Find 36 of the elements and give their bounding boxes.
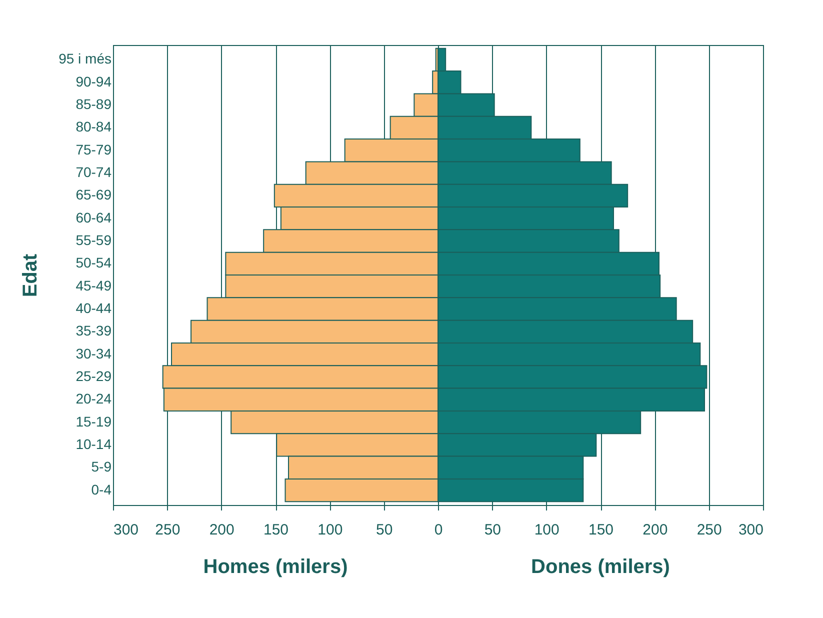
y-tick-label: 35-39 — [76, 322, 112, 339]
x-tick-label: 100 — [318, 522, 343, 538]
x-tick-label: 50 — [484, 522, 502, 538]
y-tick-label: 80-84 — [76, 118, 112, 135]
text: Dones (milers) — [531, 556, 670, 578]
x-tick-label: 200 — [642, 522, 668, 538]
y-tick-label: 90-94 — [76, 73, 112, 90]
y-tick-label: 25-29 — [76, 368, 112, 384]
y-tick-label: 15-19 — [76, 413, 112, 430]
y-tick-label: 10-14 — [76, 436, 112, 452]
y-tick-label: 20-24 — [76, 390, 112, 407]
y-tick-label: 55-59 — [76, 232, 112, 248]
x-tick-label: 0 — [434, 522, 443, 538]
x-tick-label: 100 — [534, 522, 560, 538]
y-axis-title: Edat — [20, 253, 42, 298]
y-tick-label: 75-79 — [76, 141, 112, 158]
y-tick-label: 50-54 — [76, 254, 112, 271]
y-tick-label: 30-34 — [76, 345, 112, 362]
x-tick-label: 150 — [588, 522, 614, 538]
x-tick-label: 250 — [696, 522, 722, 538]
x-tick-label: 250 — [155, 522, 180, 538]
y-tick-label: 5-9 — [91, 458, 112, 475]
y-tick-label: 65-69 — [76, 186, 112, 203]
y-tick-label: 85-89 — [76, 96, 112, 112]
y-tick-label: 95 i més — [58, 50, 112, 67]
y-tick-label: 0-4 — [91, 481, 112, 498]
y-tick-label: 40-44 — [76, 300, 112, 316]
x-tick-label: 300 — [738, 522, 764, 538]
y-tick-label: 45-49 — [76, 277, 112, 294]
x-tick-label: 200 — [209, 522, 234, 538]
y-tick-label: 70-74 — [76, 164, 112, 180]
x-tick-label: 50 — [376, 522, 393, 538]
text: Homes (milers) — [203, 556, 348, 578]
x-tick-label: 300 — [114, 522, 139, 538]
x-tick-label: 150 — [263, 522, 289, 538]
y-tick-label: 60-64 — [76, 209, 112, 226]
